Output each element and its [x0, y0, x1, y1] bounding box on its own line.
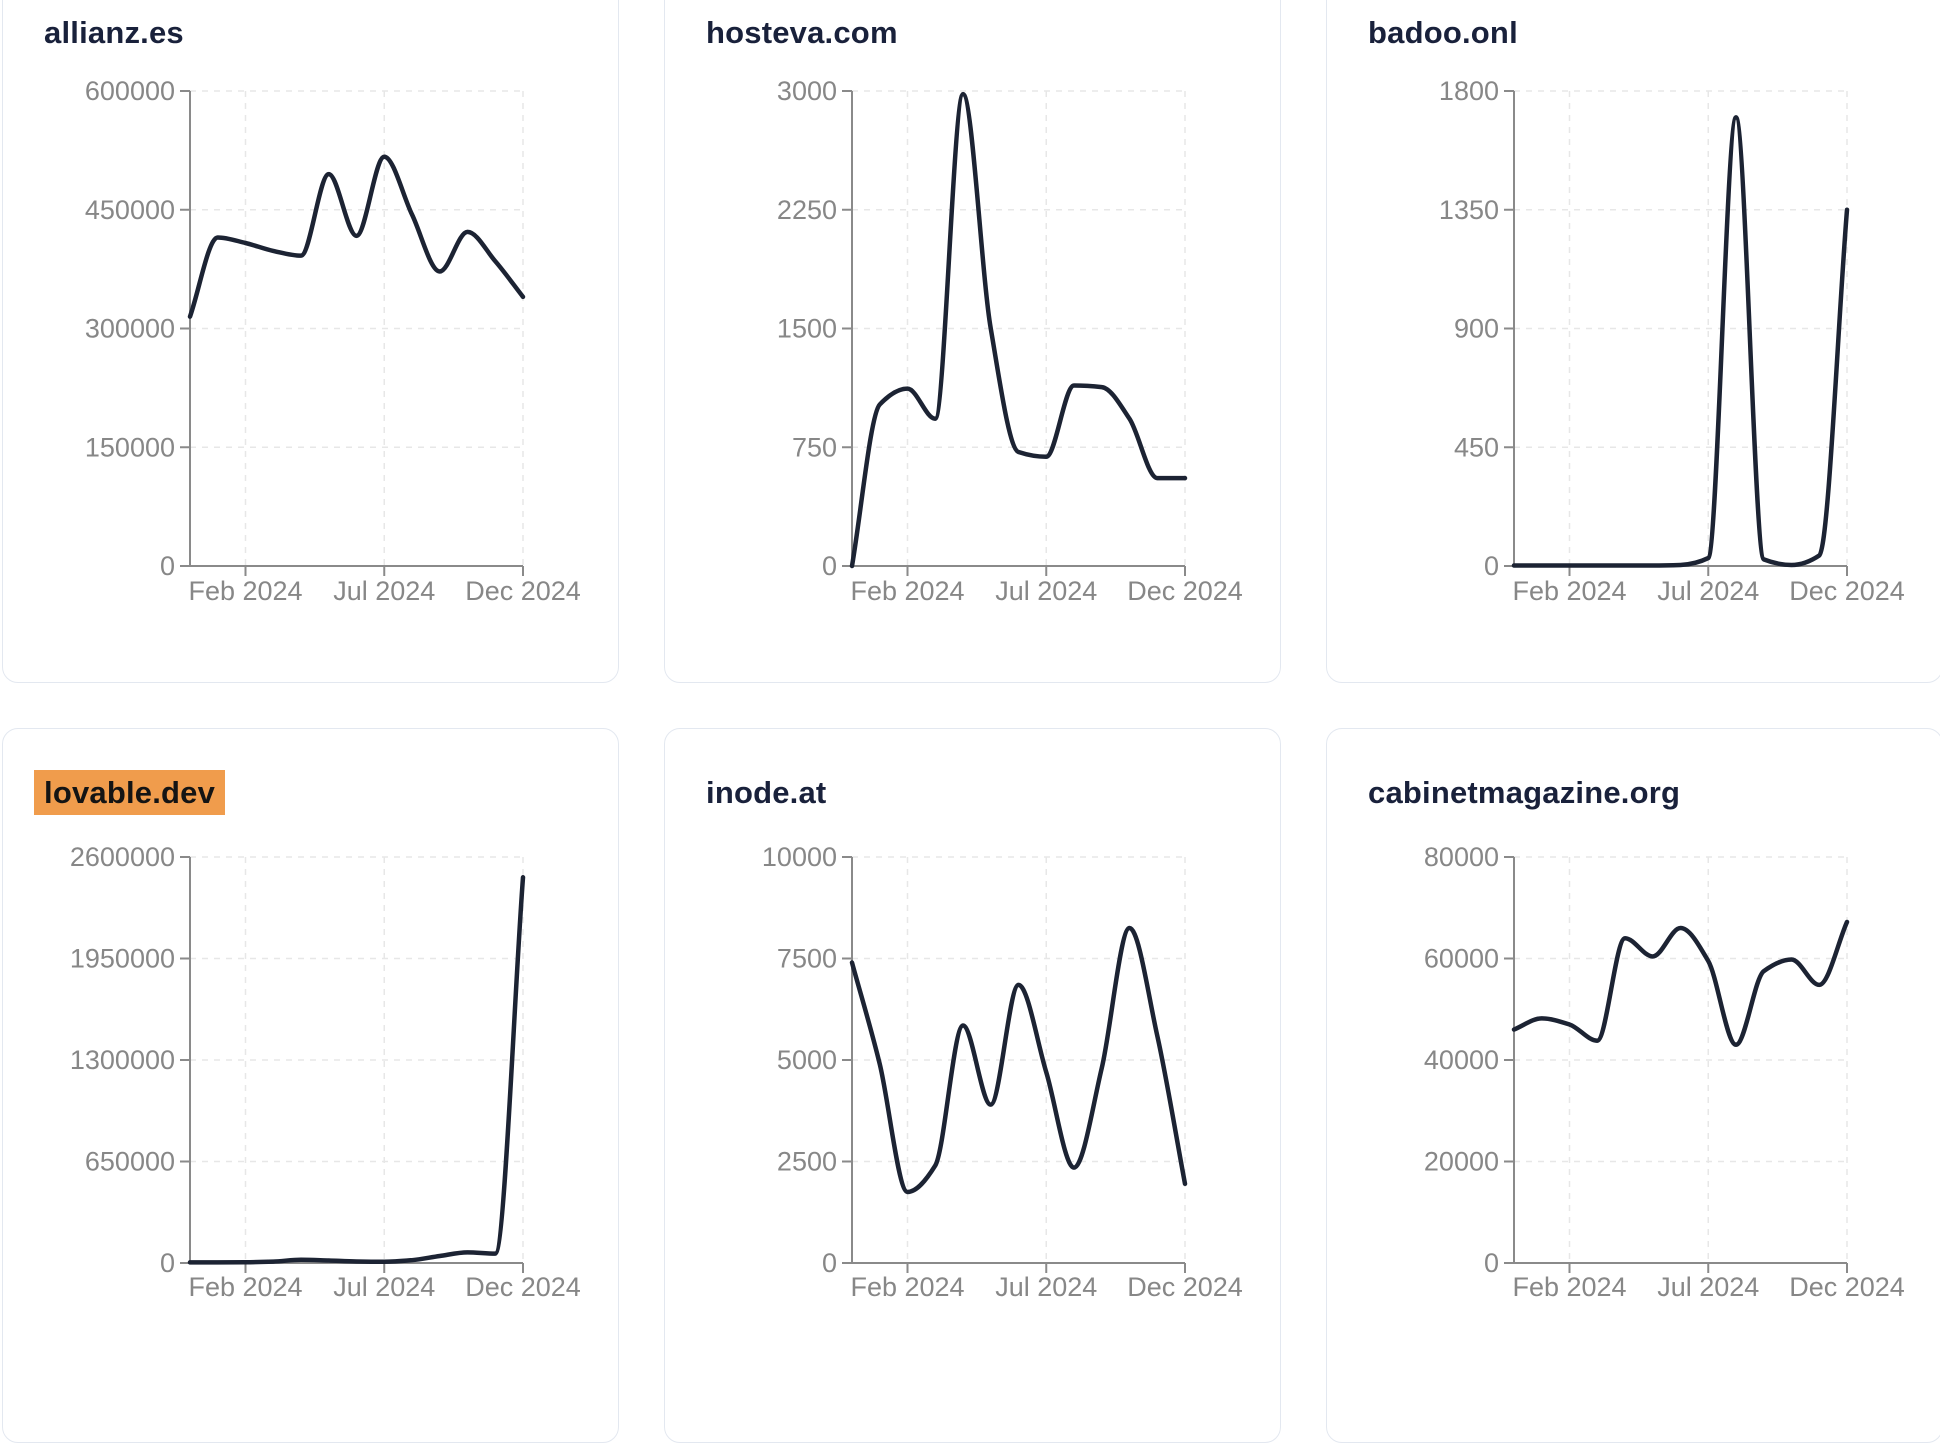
x-tick-label: Dec 2024 [1127, 1272, 1243, 1302]
y-tick-label: 40000 [1424, 1045, 1499, 1075]
card-title: lovable.dev [34, 770, 226, 815]
card-title: badoo.onl [1358, 15, 1528, 51]
x-tick-label: Feb 2024 [1512, 1272, 1626, 1302]
y-tick-label: 5000 [777, 1045, 837, 1075]
traffic-line-chart: 0 20000 40000 60000 80000 Feb 2024 Jul 2024 Dec… [1424, 842, 1905, 1302]
y-tick-label: 1800 [1439, 76, 1499, 106]
x-tick-label: Jul 2024 [1657, 576, 1759, 606]
y-tick-label: 0 [1484, 551, 1499, 581]
line-series [187, 875, 526, 1265]
y-tick-label: 600000 [85, 76, 175, 106]
line-series [849, 925, 1188, 1195]
domain-name: inode.at [706, 775, 827, 810]
line-series [1511, 919, 1850, 1048]
y-tick-label: 20000 [1424, 1147, 1499, 1177]
traffic-line-chart: 0 750 1500 2250 3000 Feb 2024 Jul 2024 Dec 2024 [777, 76, 1243, 606]
y-tick-label: 650000 [85, 1147, 175, 1177]
traffic-line-chart: 0 2500 5000 7500 10000 Feb 2024 Jul 2024 Dec 20… [762, 842, 1243, 1302]
y-tick-label: 450 [1454, 432, 1499, 462]
traffic-line-chart: 0 650000 1300000 1950000 2600000 Feb 2024 Jul … [70, 842, 581, 1302]
x-tick-label: Dec 2024 [465, 576, 581, 606]
y-tick-label: 0 [160, 551, 175, 581]
x-tick-label: Feb 2024 [188, 576, 302, 606]
x-tick-label: Feb 2024 [1512, 576, 1626, 606]
domain-chart-card-cabinetmagazine[interactable]: cabinetmagazine.org 0 20000 40000 60000 8000… [1326, 728, 1940, 1443]
y-tick-label: 0 [160, 1248, 175, 1278]
x-tick-label: Dec 2024 [1789, 576, 1905, 606]
y-tick-label: 0 [1484, 1248, 1499, 1278]
y-tick-label: 450000 [85, 195, 175, 225]
y-tick-label: 7500 [777, 944, 837, 974]
y-tick-label: 750 [792, 432, 837, 462]
x-tick-label: Feb 2024 [850, 576, 964, 606]
x-tick-label: Dec 2024 [1789, 1272, 1905, 1302]
x-tick-label: Jul 2024 [995, 576, 1097, 606]
domain-chart-card-lovable[interactable]: lovable.dev 0 650000 1300000 1950000 2600000… [2, 728, 619, 1443]
domain-chart-card-allianz[interactable]: allianz.es 0 150000 300000 450000 600000 Feb … [2, 0, 619, 683]
card-title: allianz.es [34, 15, 194, 51]
y-tick-label: 80000 [1424, 842, 1499, 872]
domain-name: allianz.es [44, 15, 184, 50]
x-tick-label: Feb 2024 [188, 1272, 302, 1302]
y-tick-label: 2250 [777, 195, 837, 225]
y-tick-label: 60000 [1424, 944, 1499, 974]
x-tick-label: Jul 2024 [1657, 1272, 1759, 1302]
card-title: hosteva.com [696, 15, 908, 51]
y-tick-label: 150000 [85, 432, 175, 462]
y-tick-label: 1950000 [70, 944, 175, 974]
domain-chart-card-badoo[interactable]: badoo.onl 0 450 900 1350 1800 Feb 2024 Jul 202… [1326, 0, 1940, 683]
x-tick-label: Jul 2024 [333, 1272, 435, 1302]
y-tick-label: 300000 [85, 314, 175, 344]
y-tick-label: 1300000 [70, 1045, 175, 1075]
line-series [187, 154, 526, 319]
x-tick-label: Dec 2024 [465, 1272, 581, 1302]
domain-chart-card-inode[interactable]: inode.at 0 2500 5000 7500 10000 Feb 2024 Jul 2… [664, 728, 1281, 1443]
line-series [1511, 115, 1850, 568]
y-tick-label: 900 [1454, 314, 1499, 344]
domain-chart-card-hosteva[interactable]: hosteva.com 0 750 1500 2250 3000 Feb 2024 Jul … [664, 0, 1281, 683]
card-title: cabinetmagazine.org [1358, 775, 1690, 811]
line-series [849, 91, 1188, 569]
domain-name: lovable.dev [34, 770, 226, 815]
y-tick-label: 3000 [777, 76, 837, 106]
y-tick-label: 10000 [762, 842, 837, 872]
x-tick-label: Feb 2024 [850, 1272, 964, 1302]
y-tick-label: 2500 [777, 1147, 837, 1177]
x-tick-label: Dec 2024 [1127, 576, 1243, 606]
card-title: inode.at [696, 775, 836, 811]
y-tick-label: 1350 [1439, 195, 1499, 225]
traffic-line-chart: 0 150000 300000 450000 600000 Feb 2024 Jul 202… [85, 76, 581, 606]
domain-name: hosteva.com [706, 15, 898, 50]
domain-name: cabinetmagazine.org [1368, 775, 1681, 810]
domain-name: badoo.onl [1368, 15, 1518, 50]
y-tick-label: 2600000 [70, 842, 175, 872]
traffic-line-chart: 0 450 900 1350 1800 Feb 2024 Jul 2024 Dec 2024 [1439, 76, 1905, 606]
y-tick-label: 1500 [777, 314, 837, 344]
x-tick-label: Jul 2024 [333, 576, 435, 606]
x-tick-label: Jul 2024 [995, 1272, 1097, 1302]
y-tick-label: 0 [822, 1248, 837, 1278]
y-tick-label: 0 [822, 551, 837, 581]
